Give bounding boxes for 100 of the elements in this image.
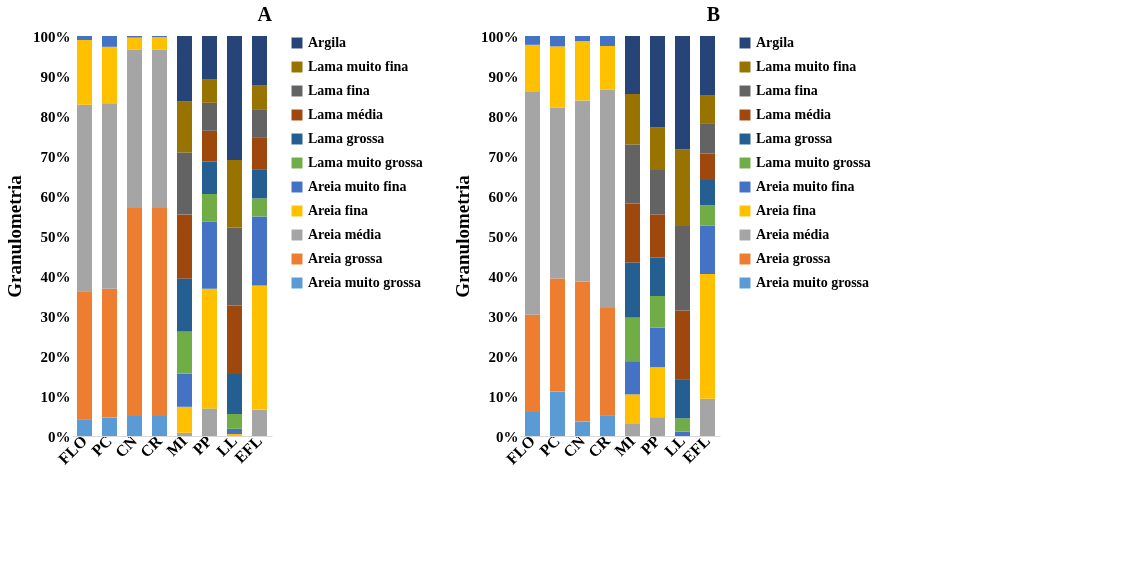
legend-label: Areia muito fina: [756, 179, 855, 194]
bar: [700, 36, 715, 96]
bar: [550, 107, 565, 279]
bar: [650, 417, 665, 436]
y-tick-label: 70%: [40, 148, 71, 165]
legend-label: Lama muito fina: [308, 59, 409, 74]
bar: [102, 288, 117, 418]
bar: [700, 274, 715, 399]
bar: [650, 170, 665, 215]
bar: [177, 331, 192, 374]
bar: [675, 149, 690, 226]
bar: [650, 367, 665, 418]
y-tick-label: 70%: [488, 148, 519, 165]
bar: [202, 79, 217, 103]
bar: [625, 424, 640, 436]
bar: [525, 412, 540, 436]
legend-label: Areia grossa: [756, 251, 831, 266]
y-tick-label: 80%: [488, 108, 519, 125]
bar: [252, 85, 267, 110]
bar: [177, 373, 192, 407]
bar: [177, 432, 192, 436]
bar: [252, 216, 267, 286]
legend-label: Areia muito grossa: [756, 275, 870, 290]
bar: [77, 291, 92, 420]
bar: [152, 37, 167, 50]
bar: [575, 281, 590, 422]
bar: [202, 408, 217, 436]
bar: [252, 285, 267, 410]
bar: [525, 314, 540, 412]
bar: [700, 123, 715, 154]
bar: [102, 46, 117, 104]
y-tick-label: 50%: [40, 228, 71, 245]
legend-label: Lama muito grossa: [308, 155, 423, 170]
y-tick-label: 100%: [481, 28, 519, 45]
y-tick-label: 80%: [40, 108, 71, 125]
bar: [700, 95, 715, 124]
bar: [102, 417, 117, 436]
bar: [227, 414, 242, 429]
bar: [600, 46, 615, 90]
bar: [152, 416, 167, 436]
bar: [177, 214, 192, 279]
y-tick-label: 20%: [40, 348, 71, 365]
bar: [675, 36, 690, 150]
bar: [625, 36, 640, 94]
y-tick-label: 30%: [488, 308, 519, 325]
legend-label: Lama fina: [756, 83, 818, 98]
bar: [650, 257, 665, 296]
bar: [227, 374, 242, 414]
bar: [575, 100, 590, 282]
y-tick-label: 10%: [488, 388, 519, 405]
legend-label: Areia fina: [756, 203, 817, 218]
bar: [575, 421, 590, 436]
bar: [700, 180, 715, 206]
bar: [227, 428, 242, 434]
bar: [550, 46, 565, 108]
y-tick-label: 90%: [40, 68, 71, 85]
bar: [650, 127, 665, 170]
y-tick-label: 10%: [40, 388, 71, 405]
bar: [575, 41, 590, 101]
bar: [625, 394, 640, 424]
bar: [252, 36, 267, 86]
legend-label: Lama grossa: [308, 131, 385, 146]
legend-label: Areia média: [308, 227, 382, 242]
bar: [227, 227, 242, 306]
x-tick-label: MI: [611, 432, 639, 460]
bar: [77, 419, 92, 436]
bar: [202, 221, 217, 289]
bar: [625, 262, 640, 318]
bar: [575, 36, 590, 42]
legend-label: Areia muito fina: [308, 179, 407, 194]
bar: [525, 92, 540, 315]
legend-label: Lama média: [756, 107, 832, 122]
bar: [675, 379, 690, 419]
bar: [252, 137, 267, 170]
bar: [252, 409, 267, 436]
x-tick-label: PP: [637, 431, 664, 458]
y-tick-label: 40%: [40, 268, 71, 285]
chart-title: B: [706, 3, 720, 25]
bar: [550, 278, 565, 392]
y-tick-label: 50%: [488, 228, 519, 245]
legend-label: Lama grossa: [756, 131, 833, 146]
y-tick-label: 20%: [488, 348, 519, 365]
bar: [600, 415, 615, 436]
bar: [202, 161, 217, 194]
bar: [700, 205, 715, 226]
legend-label: Argila: [308, 35, 347, 50]
bar: [252, 109, 267, 138]
bar: [600, 89, 615, 308]
bar: [127, 49, 142, 208]
bar: [700, 225, 715, 274]
bar: [625, 361, 640, 395]
y-tick-label: 60%: [40, 188, 71, 205]
bar: [252, 169, 267, 199]
bar: [675, 310, 690, 380]
bar: [525, 36, 540, 45]
y-axis-title: Granulometria: [452, 174, 473, 298]
legend-label: Lama fina: [308, 83, 370, 98]
bar: [202, 194, 217, 222]
bar: [202, 102, 217, 131]
legend-label: Areia muito grossa: [308, 275, 422, 290]
